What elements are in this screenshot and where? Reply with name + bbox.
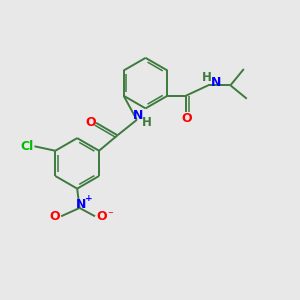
Text: N: N xyxy=(76,198,86,211)
Text: O: O xyxy=(85,116,96,129)
Text: H: H xyxy=(202,71,212,84)
Text: N: N xyxy=(133,109,143,122)
Text: Cl: Cl xyxy=(20,140,34,153)
Text: H: H xyxy=(142,116,152,129)
Text: O: O xyxy=(181,112,192,125)
Text: O: O xyxy=(96,210,107,224)
Text: O: O xyxy=(49,210,60,224)
Text: N: N xyxy=(210,76,221,89)
Text: +: + xyxy=(85,194,93,203)
Text: ⁻: ⁻ xyxy=(107,210,113,220)
